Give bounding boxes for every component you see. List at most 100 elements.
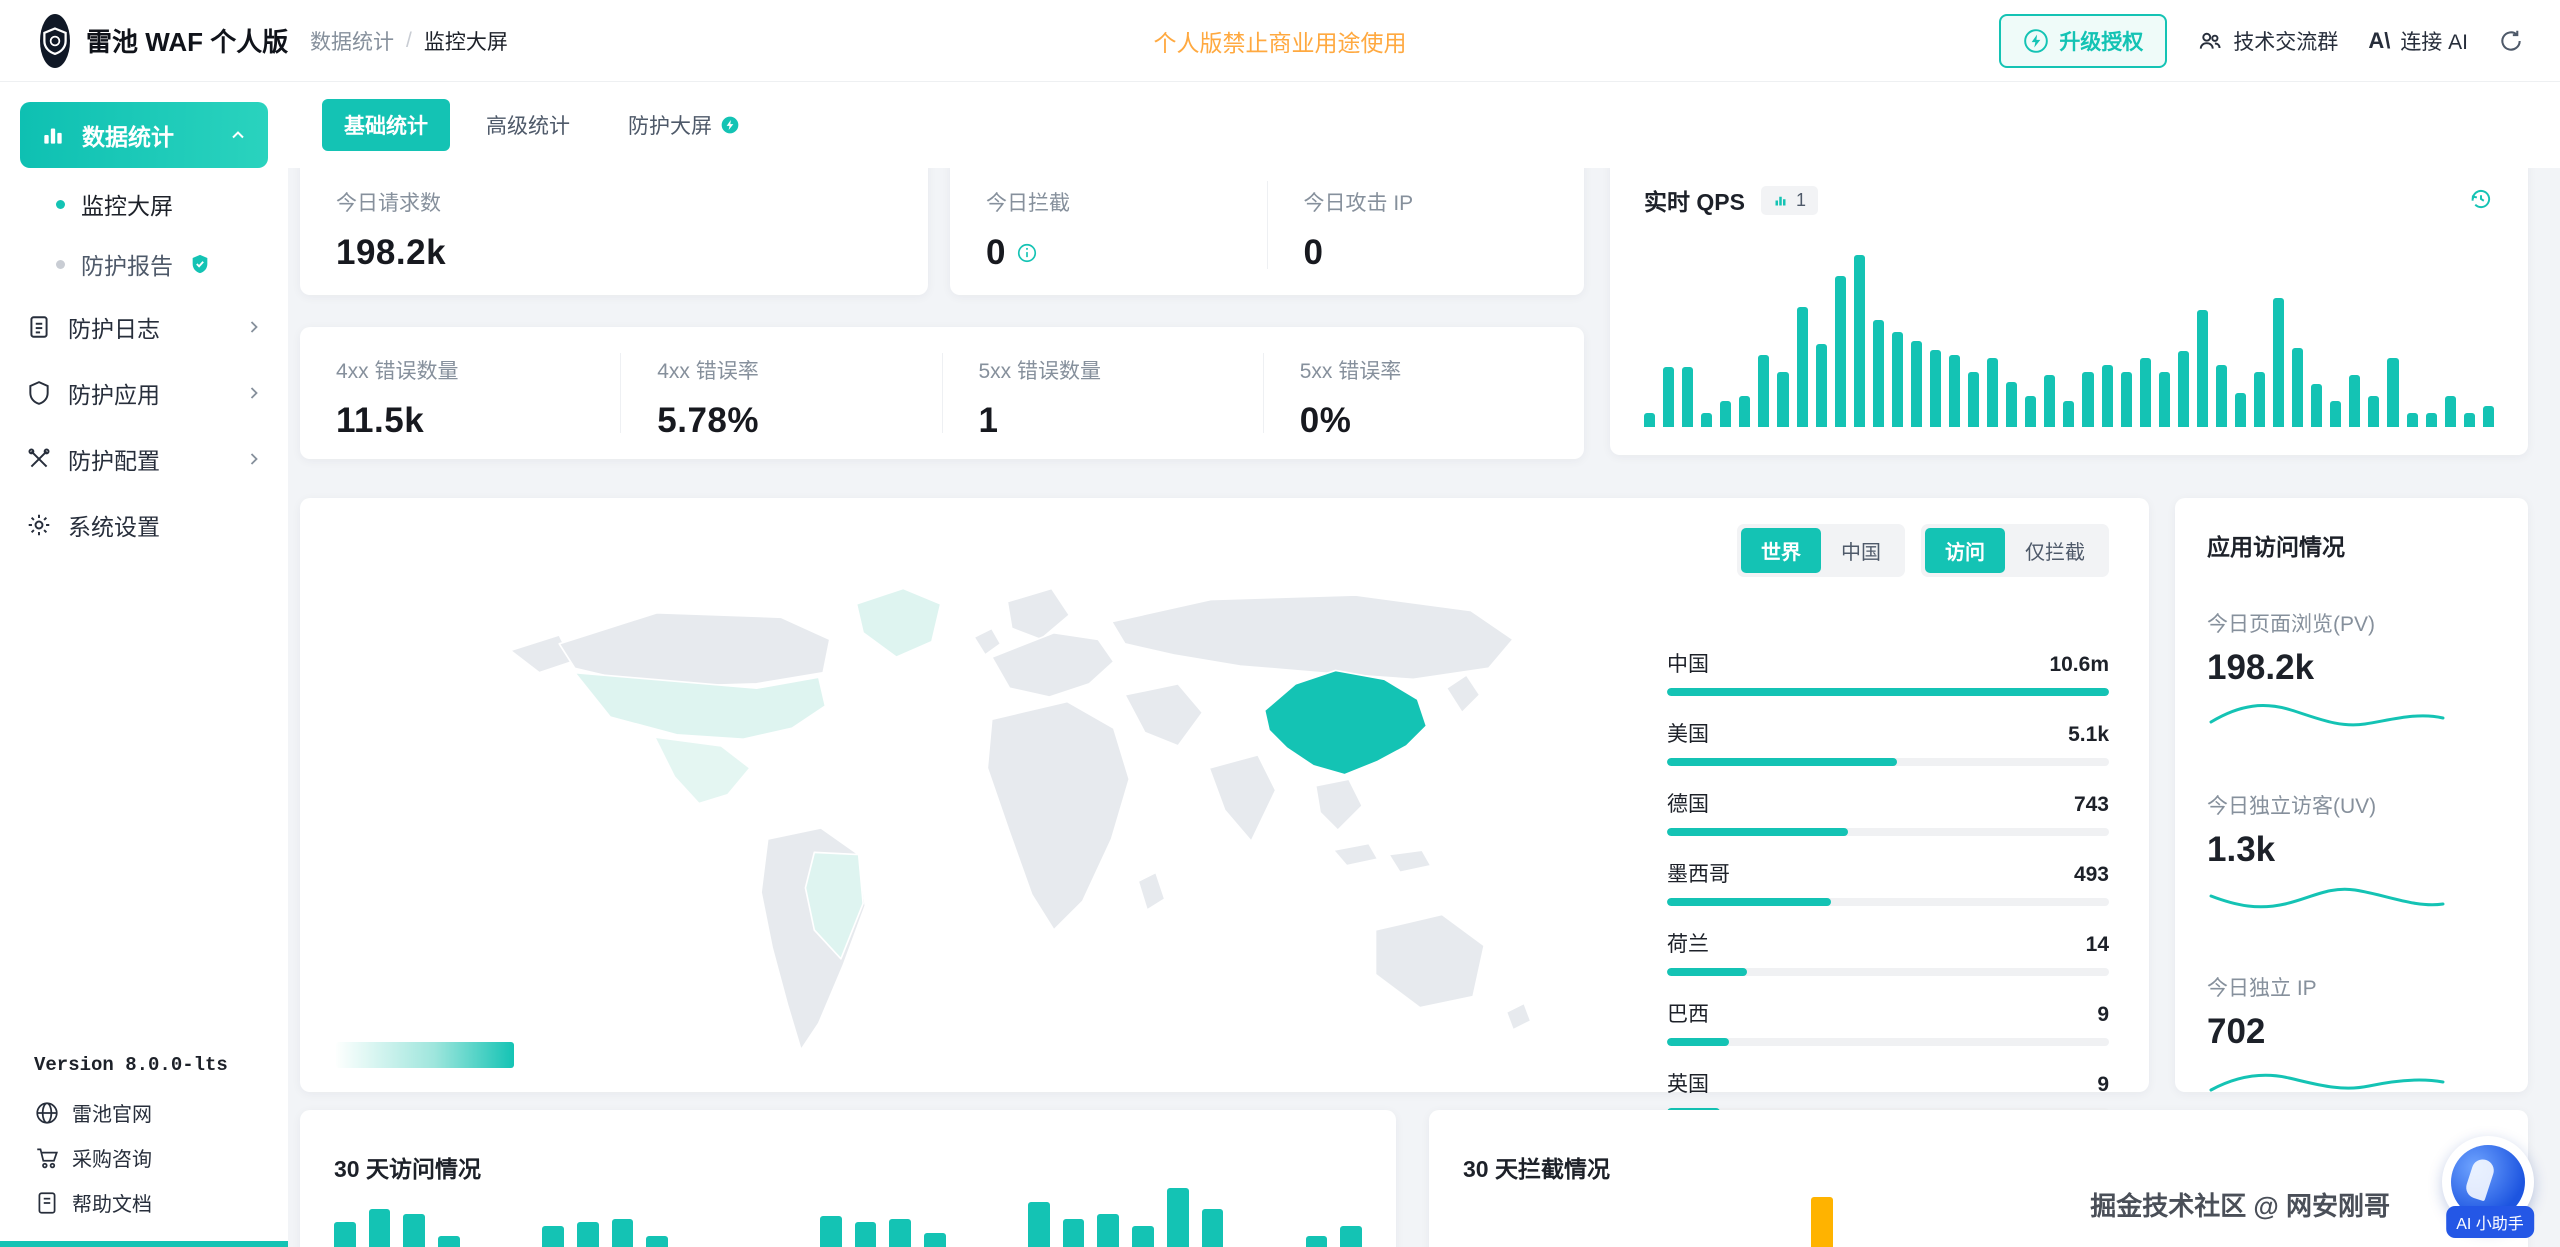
stat-label: 今日攻击 IP bbox=[1303, 192, 1414, 215]
sidebar-item-label: 防护配置 bbox=[68, 448, 160, 474]
map-new-zealand bbox=[1505, 1002, 1532, 1031]
tab-basic-stats[interactable]: 基础统计 bbox=[322, 99, 450, 151]
country-name: 墨西哥 bbox=[1667, 863, 1730, 886]
connect-ai-button[interactable]: A\ 连接 AI bbox=[2368, 26, 2468, 56]
sidebar-item-monitor-screen[interactable]: 监控大屏 bbox=[0, 174, 288, 234]
chart-bar bbox=[1949, 354, 1961, 427]
chart-bar bbox=[1910, 341, 1922, 427]
tech-group-label: 技术交流群 bbox=[2233, 30, 2339, 54]
refresh-button[interactable] bbox=[2498, 28, 2524, 54]
pv-value: 198.2k bbox=[2207, 648, 2315, 687]
toggle-blocks-only[interactable]: 仅拦截 bbox=[2005, 528, 2105, 573]
list-item-country: 德国 743 bbox=[1667, 788, 2109, 836]
chart-bar bbox=[1834, 275, 1846, 427]
visits-30d-bar-chart bbox=[334, 1188, 1363, 1247]
tab-label: 基础统计 bbox=[344, 115, 428, 138]
sidebar-item-protection-apps[interactable]: 防护应用 bbox=[0, 360, 288, 426]
world-map[interactable] bbox=[450, 564, 1640, 1052]
ip-sparkline bbox=[2209, 1073, 2445, 1092]
chart-bar bbox=[2006, 382, 2018, 427]
footer-link-label: 雷池官网 bbox=[72, 1104, 152, 1126]
sidebar-item-protection-config[interactable]: 防护配置 bbox=[0, 426, 288, 492]
chart-bar bbox=[1872, 320, 1884, 427]
map-alaska bbox=[509, 634, 574, 674]
tab-label: 高级统计 bbox=[486, 115, 570, 138]
ai-assistant-button[interactable]: AI 小助手 bbox=[2442, 1136, 2538, 1238]
upgrade-license-button[interactable]: 升级授权 bbox=[1999, 13, 2168, 68]
chart-bar bbox=[1340, 1225, 1363, 1247]
tab-protection-screen[interactable]: 防护大屏 bbox=[606, 99, 762, 151]
list-item-country: 墨西哥 493 bbox=[1667, 858, 2109, 906]
chart-bar bbox=[2292, 347, 2304, 427]
chart-bar bbox=[2063, 401, 2075, 427]
official-site-link[interactable]: 雷池官网 bbox=[34, 1098, 288, 1127]
purchase-consult-link[interactable]: 采购咨询 bbox=[34, 1143, 288, 1172]
country-value: 493 bbox=[2073, 863, 2109, 886]
map-mexico bbox=[653, 736, 751, 805]
progress-track bbox=[1667, 1038, 2109, 1046]
chevron-up-icon bbox=[232, 131, 244, 139]
map-gradient-legend bbox=[336, 1042, 514, 1068]
app-logo[interactable]: 雷池 WAF 个人版 bbox=[40, 13, 288, 68]
sidebar-item-protection-report[interactable]: 防护报告 bbox=[0, 234, 288, 294]
map-southeast-asia bbox=[1314, 778, 1364, 832]
chevron-right-icon bbox=[250, 453, 258, 465]
err-5xx-count-section: 5xx 错误数量 1 bbox=[943, 327, 1263, 459]
stats-tabbar: 基础统计 高级统计 防护大屏 bbox=[288, 82, 2560, 168]
chart-bar bbox=[889, 1218, 911, 1247]
map-australia bbox=[1374, 913, 1486, 1009]
sidebar-item-system-settings[interactable]: 系统设置 bbox=[0, 492, 288, 558]
country-value: 10.6m bbox=[2049, 653, 2109, 676]
chart-bar bbox=[542, 1225, 564, 1247]
country-name: 英国 bbox=[1667, 1073, 1709, 1096]
err-5xx-rate-section: 5xx 错误率 0% bbox=[1264, 327, 1584, 459]
logo-shield-icon bbox=[40, 13, 70, 68]
toggle-china[interactable]: 中国 bbox=[1821, 528, 1901, 573]
map-usa bbox=[573, 671, 827, 741]
breadcrumb-parent[interactable]: 数据统计 bbox=[310, 30, 394, 54]
active-dot-icon bbox=[56, 199, 65, 209]
history-icon[interactable] bbox=[2468, 186, 2494, 215]
chart-bar bbox=[1062, 1218, 1085, 1247]
chart-bar bbox=[2254, 371, 2266, 427]
sidebar-item-protection-logs[interactable]: 防护日志 bbox=[0, 294, 288, 360]
ip-section: 今日独立 IP 702 bbox=[2207, 972, 2496, 1108]
chart-bar bbox=[2425, 413, 2437, 427]
qps-title: 实时 QPS bbox=[1644, 189, 1745, 215]
card-today-blocks: 今日拦截 0 今日攻击 IP 0 bbox=[950, 155, 1584, 295]
stat-label: 今日请求数 bbox=[336, 192, 441, 215]
map-japan bbox=[1445, 674, 1481, 714]
country-value: 743 bbox=[2073, 793, 2109, 816]
map-europe bbox=[990, 631, 1115, 698]
map-middle-east bbox=[1124, 682, 1204, 747]
sidebar-item-data-statistics[interactable]: 数据统计 bbox=[20, 102, 268, 168]
info-icon[interactable] bbox=[1016, 242, 1038, 264]
help-docs-link[interactable]: 帮助文档 bbox=[34, 1188, 288, 1217]
map-russia bbox=[1110, 594, 1514, 681]
chart-bar bbox=[1853, 255, 1865, 427]
stat-value: 0% bbox=[1299, 401, 1352, 440]
qps-header: 实时 QPS 1 bbox=[1610, 155, 2528, 217]
tab-label: 防护大屏 bbox=[628, 115, 712, 138]
list-item-country: 荷兰 14 bbox=[1667, 928, 2109, 976]
tech-group-button[interactable]: 技术交流群 bbox=[2197, 26, 2338, 56]
stat-label: 5xx 错误数量 bbox=[978, 360, 1102, 383]
chart-bar bbox=[646, 1236, 669, 1247]
chart-bar bbox=[1132, 1225, 1154, 1247]
today-blocks-section: 今日拦截 0 bbox=[950, 155, 1267, 295]
stat-value: 198.2k bbox=[336, 233, 447, 272]
pv-section: 今日页面浏览(PV) 198.2k bbox=[2207, 608, 2496, 744]
chart-bar bbox=[2158, 371, 2170, 427]
list-item-country: 英国 9 bbox=[1667, 1068, 2109, 1116]
progress-track bbox=[1667, 828, 2109, 836]
progress-fill bbox=[1667, 828, 1849, 836]
chart-bar bbox=[2387, 358, 2399, 427]
ip-value: 702 bbox=[2207, 1012, 2266, 1051]
sidebar-item-label: 防护应用 bbox=[68, 382, 160, 408]
tab-advanced-stats[interactable]: 高级统计 bbox=[464, 99, 592, 151]
chart-bar bbox=[2368, 396, 2380, 427]
toggle-visits[interactable]: 访问 bbox=[1925, 528, 2005, 573]
chart-bar bbox=[1758, 354, 1770, 427]
chart-bar bbox=[1028, 1201, 1050, 1247]
toggle-world[interactable]: 世界 bbox=[1741, 528, 1821, 573]
